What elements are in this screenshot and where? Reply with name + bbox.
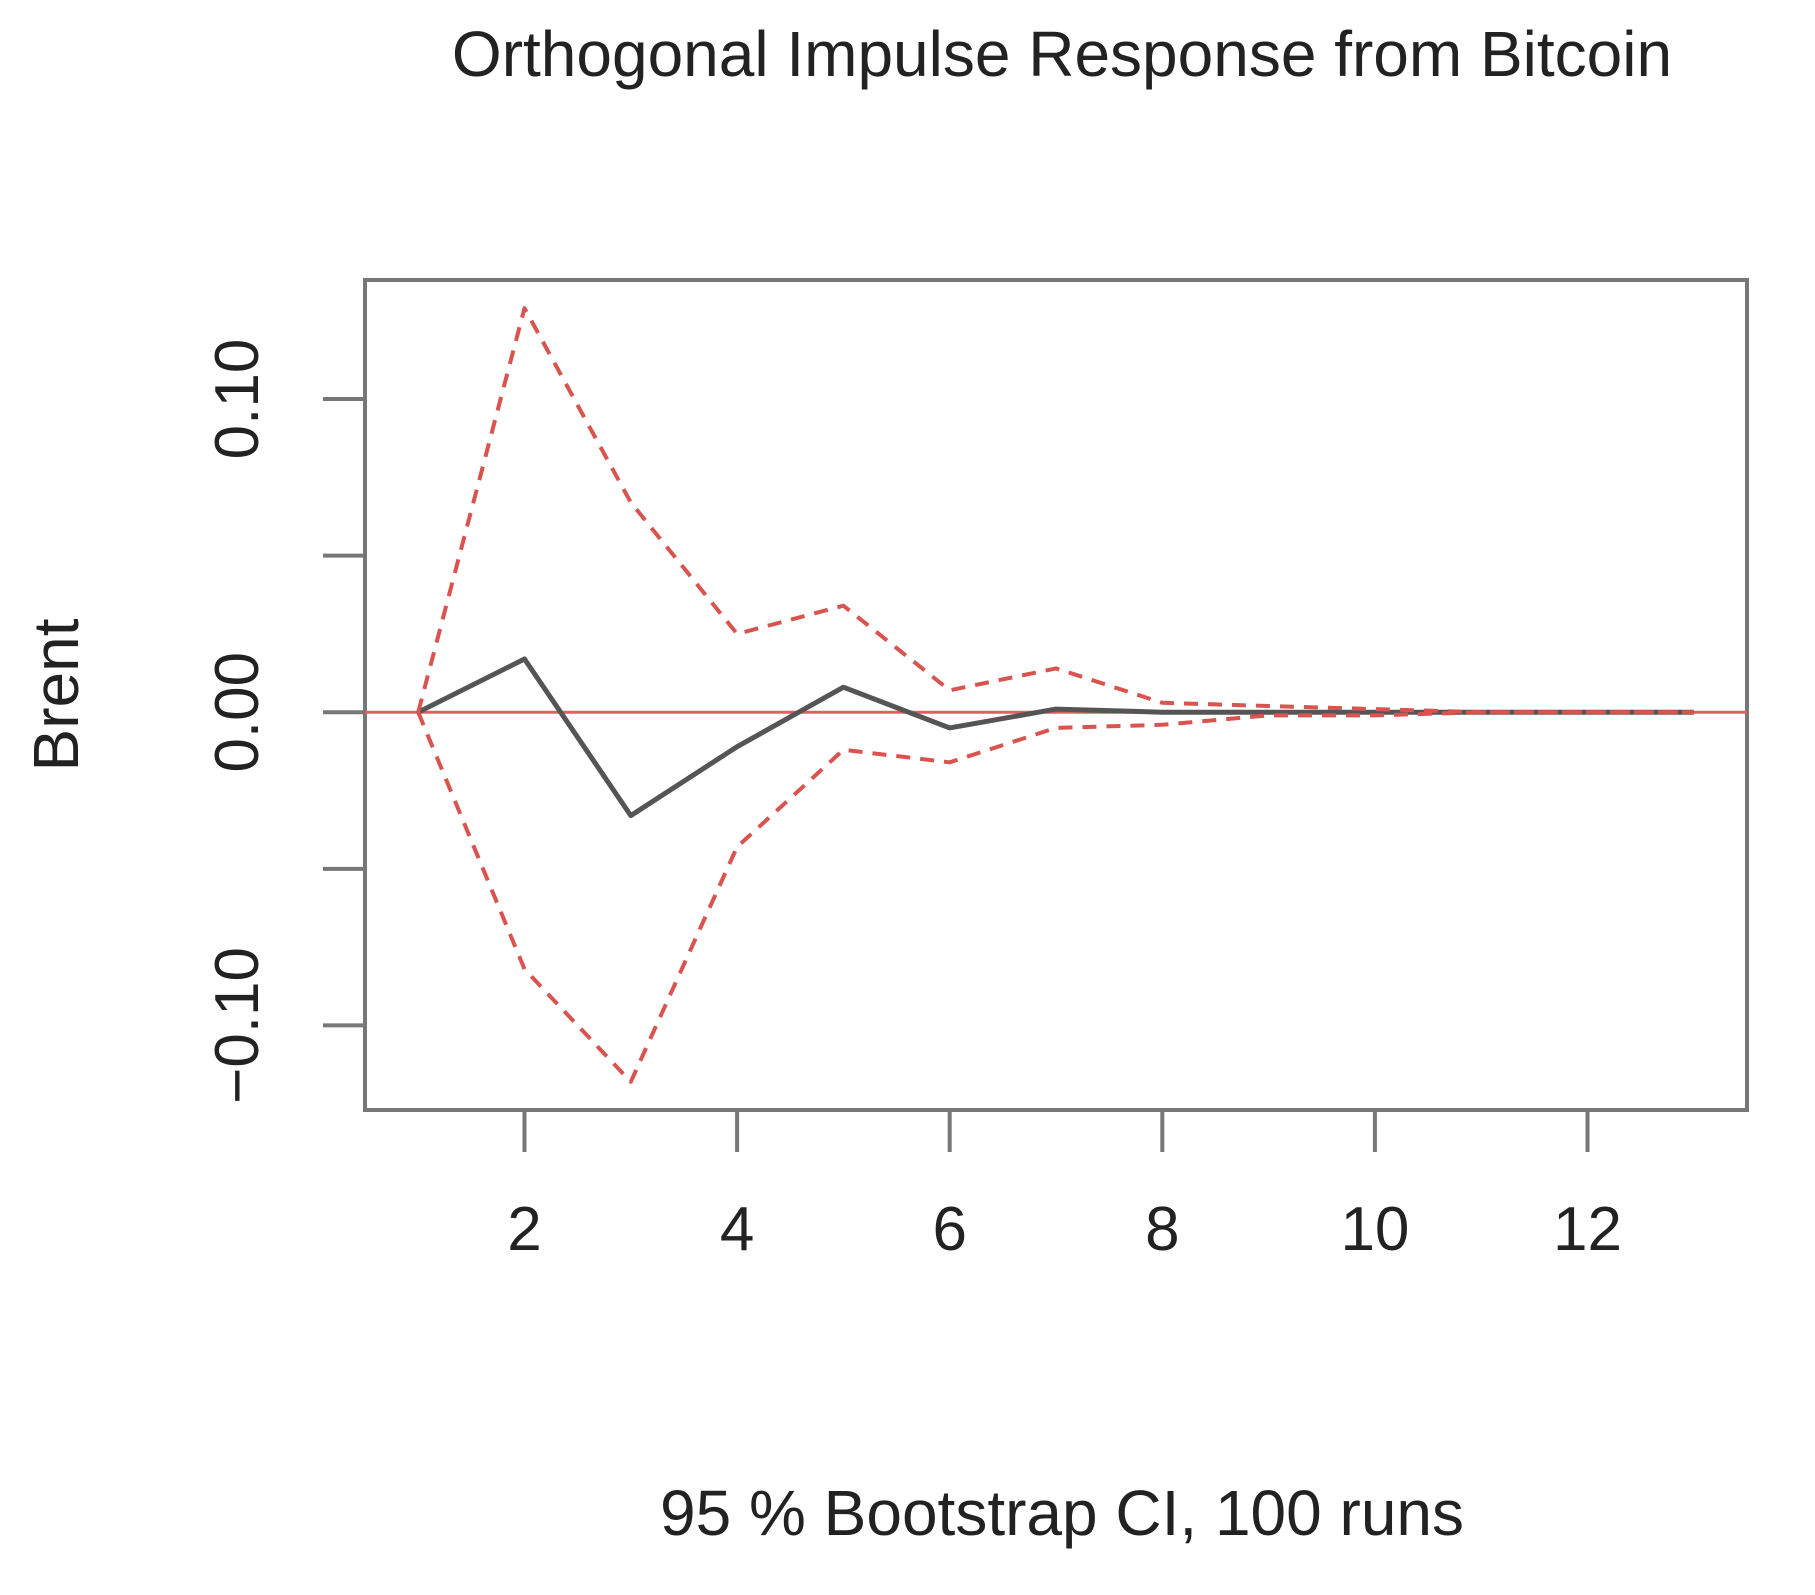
y-tick-label: 0.00 — [203, 652, 272, 773]
response-series-line — [417, 656, 1694, 819]
x-tick-label: 12 — [1553, 1195, 1622, 1264]
x-tick-label: 6 — [932, 1195, 966, 1264]
y-tick-label: −0.10 — [203, 947, 272, 1104]
lower-series-line — [416, 710, 1694, 1084]
x-tick-label: 8 — [1145, 1195, 1179, 1264]
chart-title: Orthogonal Impulse Response from Bitcoin — [452, 18, 1672, 90]
x-tick-label: 4 — [720, 1195, 754, 1264]
y-tick-label: 0.10 — [203, 339, 272, 460]
x-tick-label: 2 — [507, 1195, 541, 1264]
x-axis-label: 95 % Bootstrap CI, 100 runs — [660, 1477, 1464, 1549]
y-axis-label: Brent — [20, 618, 92, 771]
upper-series-line — [416, 306, 1694, 715]
plot-area — [323, 306, 1747, 1152]
x-tick-label: 10 — [1340, 1195, 1409, 1264]
plot-frame — [363, 278, 1749, 1112]
